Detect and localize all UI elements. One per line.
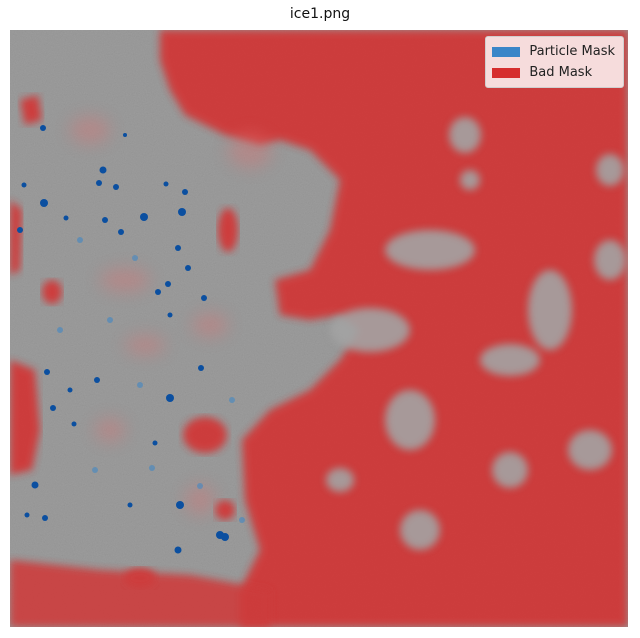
legend-item-particle-mask: Particle Mask bbox=[492, 41, 615, 62]
particle-mask-faint bbox=[57, 237, 245, 523]
bad-mask-halos bbox=[70, 116, 272, 515]
mask-overlay bbox=[10, 30, 628, 627]
legend-item-bad-mask: Bad Mask bbox=[492, 62, 615, 83]
legend-label: Particle Mask bbox=[529, 44, 615, 59]
particle-mask-swatch bbox=[492, 46, 521, 57]
legend-label: Bad Mask bbox=[529, 65, 593, 80]
micrograph-image bbox=[10, 30, 628, 627]
particle-mask-dots bbox=[17, 125, 229, 554]
unmasked-patches bbox=[326, 117, 626, 550]
figure-title: ice1.png bbox=[289, 6, 351, 22]
legend: Particle Mask Bad Mask bbox=[485, 36, 624, 88]
bad-mask-swatch bbox=[492, 67, 521, 78]
